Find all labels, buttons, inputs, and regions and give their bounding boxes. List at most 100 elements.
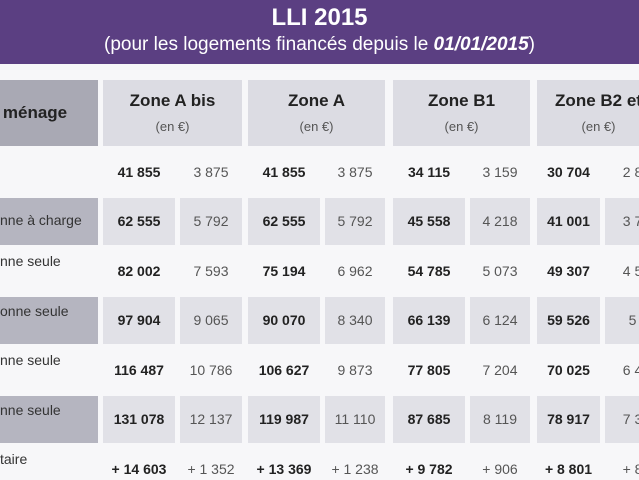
cell-bg bbox=[537, 197, 600, 245]
table-cell: 30 704 bbox=[547, 163, 590, 180]
cell-bg bbox=[180, 296, 242, 344]
cell-bg bbox=[605, 197, 639, 245]
row-label: nne seule bbox=[0, 352, 61, 368]
cell-bg bbox=[605, 296, 639, 344]
table-cell: 8 119 bbox=[483, 411, 517, 427]
title: LLI 2015 bbox=[271, 4, 368, 31]
table-cell: 45 558 bbox=[407, 213, 451, 229]
header-label: ménage bbox=[2, 103, 68, 122]
zone-header-bg bbox=[537, 80, 639, 146]
cell-bg bbox=[103, 296, 175, 344]
table-cell: 119 987 bbox=[259, 411, 309, 427]
table-cell: + 8 bbox=[622, 460, 639, 477]
row-label: taire bbox=[0, 451, 28, 467]
table-cell: 34 115 bbox=[407, 163, 451, 180]
table-cell: 3 7 bbox=[622, 213, 639, 229]
table-cell: 6 962 bbox=[337, 262, 373, 279]
cell-bg bbox=[537, 296, 600, 344]
table-cell: 2 8 bbox=[622, 163, 639, 180]
zone-header-bg bbox=[393, 80, 530, 146]
cell-bg bbox=[605, 395, 639, 443]
table-cell: 5 073 bbox=[482, 262, 518, 279]
row-label: nne seule bbox=[0, 253, 61, 269]
table-cell: 6 124 bbox=[482, 312, 518, 328]
subtitle-end: ) bbox=[528, 34, 535, 55]
table-cell: + 8 801 bbox=[544, 460, 593, 477]
label-bg bbox=[0, 395, 98, 443]
cell-bg bbox=[393, 395, 465, 443]
table-cell: 3 159 bbox=[482, 163, 518, 180]
header-band: LLI 2015 (pour les logements financés de… bbox=[0, 0, 639, 64]
label-bg bbox=[0, 296, 98, 344]
table-cell: 54 785 bbox=[407, 262, 451, 279]
zone-name: Zone B2 et bbox=[555, 91, 639, 110]
zone-unit: (en €) bbox=[581, 118, 616, 134]
table-cell: 5 792 bbox=[193, 213, 229, 229]
table-cell: 90 070 bbox=[262, 312, 306, 328]
table-cell: 4 218 bbox=[482, 213, 518, 229]
header-label-bg bbox=[0, 80, 98, 146]
table-cell: + 906 bbox=[482, 460, 518, 477]
cell-bg bbox=[180, 395, 242, 443]
table-cell: 77 805 bbox=[407, 361, 451, 378]
cell-bg bbox=[248, 296, 320, 344]
cell-bg bbox=[248, 395, 320, 443]
table-cell: 5 792 bbox=[337, 213, 373, 229]
table-cell: 66 139 bbox=[407, 312, 451, 328]
table-cell: 87 685 bbox=[407, 411, 451, 427]
table-cell: 41 001 bbox=[547, 213, 590, 229]
table-cell: + 13 369 bbox=[256, 460, 312, 477]
table-cell: 7 593 bbox=[193, 262, 229, 279]
zone-name: Zone A bis bbox=[129, 91, 216, 110]
table-cell: 70 025 bbox=[547, 361, 590, 378]
table-cell: 6 4 bbox=[622, 361, 639, 378]
cell-bg bbox=[470, 197, 530, 245]
table-cell: + 1 238 bbox=[331, 460, 379, 477]
cell-bg bbox=[325, 197, 385, 245]
cell-bg bbox=[103, 395, 175, 443]
table-cell: + 1 352 bbox=[187, 460, 235, 477]
table-cell: 10 786 bbox=[189, 361, 233, 378]
table-cell: + 9 782 bbox=[405, 460, 453, 477]
table-cell: 41 855 bbox=[262, 163, 306, 180]
row-label: nne seule bbox=[0, 401, 61, 418]
cell-bg bbox=[470, 395, 530, 443]
cell-bg bbox=[325, 296, 385, 344]
zone-name: Zone B1 bbox=[427, 91, 496, 110]
row-label: nne à charge bbox=[0, 211, 82, 228]
zone-name: Zone A bbox=[288, 91, 345, 110]
table-cell: 97 904 bbox=[117, 312, 161, 328]
table-cell: 5 bbox=[628, 312, 637, 328]
table-cell: 7 3 bbox=[622, 411, 639, 427]
zone-unit: (en €) bbox=[155, 118, 190, 134]
table-cell: 7 204 bbox=[482, 361, 518, 378]
table-cell: 59 526 bbox=[547, 312, 590, 328]
table-cell: + 14 603 bbox=[111, 460, 167, 477]
table-cell: 9 873 bbox=[337, 361, 373, 378]
table-cell: 11 110 bbox=[334, 411, 376, 427]
subtitle-date: 01/01/2015 bbox=[433, 34, 529, 55]
zone-header-bg bbox=[103, 80, 242, 146]
cell-bg bbox=[470, 296, 530, 344]
zone-unit: (en €) bbox=[444, 118, 479, 134]
table-cell: 116 487 bbox=[114, 361, 164, 378]
table-cell: 49 307 bbox=[547, 262, 590, 279]
cell-bg bbox=[248, 197, 320, 245]
label-bg bbox=[0, 197, 98, 245]
cell-bg bbox=[103, 197, 175, 245]
table-cell: 82 002 bbox=[117, 262, 161, 279]
cell-bg bbox=[537, 395, 600, 443]
row-label: onne seule bbox=[0, 302, 69, 319]
cell-bg bbox=[180, 197, 242, 245]
cell-bg bbox=[393, 197, 465, 245]
table-cell: 41 855 bbox=[117, 163, 161, 180]
table-cell: 3 875 bbox=[193, 163, 229, 180]
zone-unit: (en €) bbox=[299, 118, 334, 134]
subtitle: (pour les logements financés depuis le 0… bbox=[0, 34, 639, 56]
cell-bg bbox=[393, 296, 465, 344]
table-cell: 75 194 bbox=[262, 262, 306, 279]
table-cell: 131 078 bbox=[113, 411, 165, 427]
table-cell: 78 917 bbox=[547, 411, 590, 427]
table-cell: 8 340 bbox=[337, 312, 373, 328]
